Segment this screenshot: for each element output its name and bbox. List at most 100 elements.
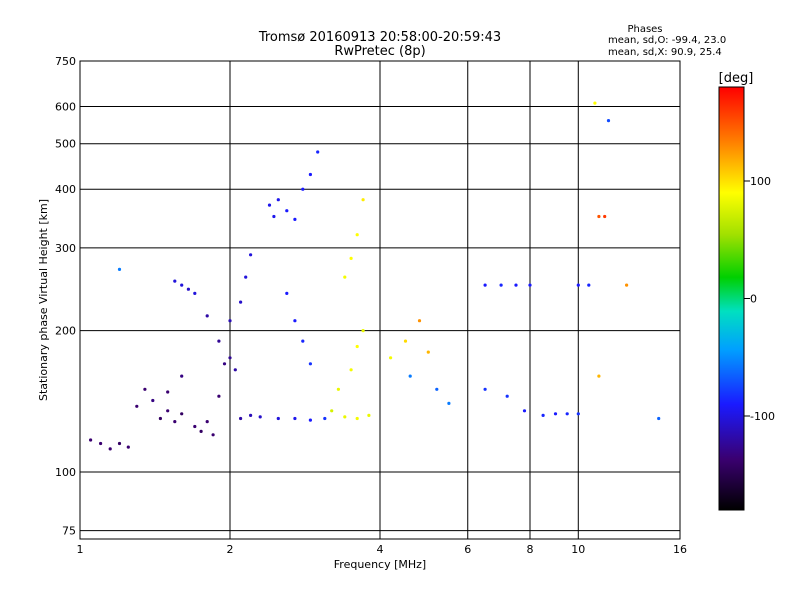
data-point (361, 198, 365, 202)
data-point (597, 214, 601, 219)
data-point (301, 187, 305, 191)
data-point (217, 339, 221, 343)
data-point (408, 374, 412, 378)
data-point (316, 150, 320, 154)
data-point (258, 415, 262, 419)
data-point (343, 275, 347, 279)
data-point (233, 368, 237, 372)
data-point (199, 429, 203, 433)
data-point (447, 401, 451, 405)
x-axis-label: Frequency [MHz] (334, 558, 426, 571)
data-point (541, 413, 545, 417)
data-point (180, 412, 184, 416)
data-point (514, 283, 518, 287)
data-point (603, 214, 607, 219)
data-points (89, 101, 661, 451)
data-point (343, 415, 347, 419)
data-point (228, 356, 232, 360)
data-point (593, 101, 597, 105)
data-point (349, 256, 353, 260)
data-point (272, 214, 276, 219)
data-point (186, 287, 190, 291)
data-point (417, 319, 422, 323)
colorbar-ticks: 100 0 -100 (744, 175, 775, 423)
x-tick-label: 1 (77, 543, 84, 556)
stats-o-mode: mean, sd,O: -99.4, 23.0 (608, 35, 726, 46)
data-point (158, 416, 162, 421)
data-point (166, 409, 170, 413)
data-point (597, 374, 601, 378)
data-point (276, 198, 280, 202)
data-point (389, 356, 393, 360)
chart-subtitle: RwPretec (8p) (334, 44, 425, 59)
data-point (522, 409, 527, 413)
data-point (505, 394, 509, 398)
data-point (355, 344, 359, 349)
data-point (135, 404, 139, 408)
colorbar (718, 86, 745, 511)
y-tick-label: 750 (55, 55, 76, 68)
data-point (336, 387, 340, 391)
data-point (553, 412, 558, 416)
data-point (244, 275, 248, 279)
data-point (222, 362, 227, 366)
data-point (606, 119, 611, 123)
data-point (301, 339, 305, 343)
data-point (117, 441, 122, 446)
data-point (576, 283, 580, 287)
data-point (323, 416, 327, 421)
data-point (657, 416, 661, 421)
data-point (151, 398, 155, 403)
data-point (576, 412, 580, 416)
data-point (228, 319, 232, 323)
data-point (483, 387, 487, 391)
data-point (193, 424, 197, 429)
grid-lines (80, 61, 680, 539)
data-point (239, 300, 243, 304)
y-tick-label: 300 (55, 242, 76, 255)
data-point (483, 283, 487, 287)
y-tick-label: 500 (55, 138, 76, 151)
x-axis-ticks: 1 2 4 6 8 10 16 (77, 543, 688, 556)
data-point (293, 319, 297, 323)
y-tick-label: 200 (55, 325, 76, 338)
data-point (361, 329, 365, 333)
chart-title: Tromsø 20160913 20:58:00-20:59:43 (258, 30, 501, 45)
x-tick-label: 6 (464, 543, 471, 556)
data-point (285, 291, 289, 295)
data-point (355, 416, 359, 421)
data-point (276, 416, 280, 421)
data-point (435, 387, 439, 391)
data-point (205, 420, 209, 424)
data-point (211, 433, 215, 437)
y-tick-label: 100 (55, 466, 76, 479)
data-point (293, 416, 297, 421)
colorbar-tick-label: 100 (750, 175, 771, 188)
colorbar-tick-label: -100 (750, 410, 775, 423)
stats-x-mode: mean, sd,X: 90.9, 25.4 (608, 47, 722, 58)
y-tick-label: 75 (62, 525, 76, 538)
data-point (166, 390, 170, 394)
data-point (285, 209, 289, 213)
data-point (587, 283, 591, 287)
data-point (217, 394, 221, 398)
x-tick-label: 10 (571, 543, 585, 556)
data-point (193, 291, 197, 295)
data-point (126, 445, 130, 449)
data-point (239, 416, 243, 421)
data-point (267, 203, 272, 207)
data-point (205, 314, 209, 318)
stats-header: Phases (627, 24, 662, 35)
data-point (330, 409, 334, 413)
data-point (89, 438, 93, 442)
data-point (180, 374, 184, 378)
data-point (355, 233, 359, 237)
data-point (565, 412, 569, 416)
data-point (308, 362, 312, 366)
data-point (99, 441, 103, 446)
data-point (173, 420, 177, 424)
data-point (108, 447, 112, 451)
data-point (308, 418, 312, 422)
data-point (249, 413, 253, 417)
